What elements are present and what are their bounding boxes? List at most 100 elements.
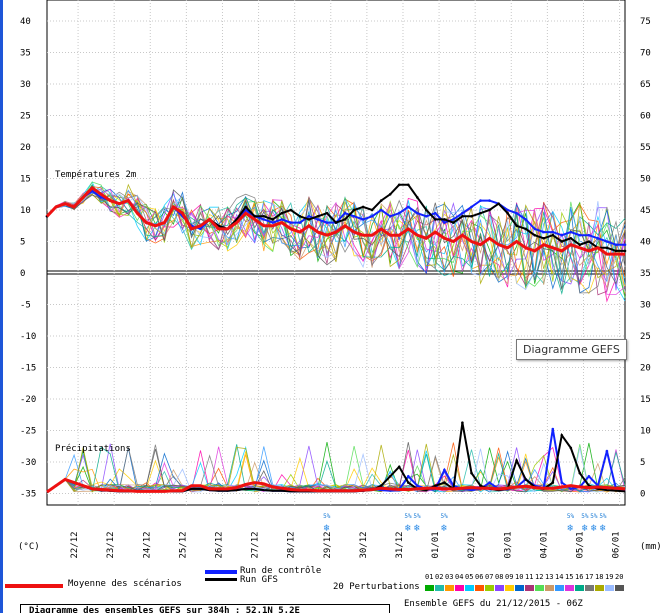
series-temp-point [569,237,573,240]
series-temp-point [352,208,356,212]
legend-pert-swatch [535,585,544,591]
left-tick-label: 0 [20,269,25,279]
snow-percent-label: 5% [599,513,607,520]
series-temp-point [443,218,446,221]
series-temp-point [361,205,365,209]
series-temp-point [298,215,302,218]
left-tick-label: 20 [20,143,31,153]
right-tick-label: 45 [640,206,651,216]
series-temp-point [316,215,320,218]
series-temp-point [569,230,573,234]
series-temp-point [461,215,464,218]
legend-pert-swatch [495,585,504,591]
legend-pert-number: 04 [455,573,464,581]
legend-pert-number: 09 [505,573,514,581]
snow-percent-label: 5% [590,513,598,520]
series-temp-point [461,211,464,215]
snow-percent-label: 5% [413,513,421,520]
right-tick-label: 65 [640,80,651,90]
snowflake-icon: ❄ [591,523,598,534]
perturbation-temp-line [46,189,626,290]
series-temp-point [280,218,284,221]
snow-percent-label: 5% [404,513,412,520]
legend-pert-swatch [615,585,624,591]
series-temp-point [515,224,518,228]
series-temp-point [334,221,338,224]
right-tick-label: 5 [640,458,645,468]
series-temp-point [388,193,392,196]
series-temp-point [379,208,383,212]
legend-pert-number: 13 [545,573,554,581]
series-temp-point [289,221,293,224]
series-temp-point [316,218,320,221]
snow-percent-label: 5% [323,513,331,520]
series-precip-point [397,465,401,469]
x-tick-label: 04/01 [539,531,549,558]
perturbation-temp-line [46,189,626,292]
series-precip-point [443,481,446,484]
left-tick-label: 40 [20,17,31,27]
series-temp-point [587,240,591,243]
series-temp-point [199,227,202,231]
x-tick-label: 05/01 [575,531,585,558]
legend-pert-number: 11 [525,573,534,581]
legend-pert-number: 15 [565,573,574,581]
series-temp-point [497,202,500,205]
right-axis-unit: (mm) [640,542,662,552]
legend-pert-number: 06 [475,573,484,581]
right-tick-label: 15 [640,395,651,405]
right-tick-label: 70 [640,49,651,59]
left-tick-label: 30 [20,80,31,90]
series-temp-point [452,218,455,221]
series-temp-point [587,233,591,237]
series-temp-point [524,227,527,231]
x-tick-label: 01/01 [431,531,441,558]
right-tick-label: 50 [640,175,651,185]
legend-pert-swatch [475,585,484,591]
perturbation-precip-line [46,447,626,494]
legend-control-swatch [205,570,237,574]
series-temp-point [370,208,374,212]
legend-pert-number: 12 [535,573,544,581]
series-precip-point [515,459,518,462]
series-temp-point [578,243,582,246]
snowflake-icon: ❄ [405,523,412,534]
series-temp-point [343,218,347,221]
series-temp-point [253,215,256,218]
snowflake-icon: ❄ [600,523,607,534]
perturbation-temp-line [46,188,626,294]
series-temp-point [325,211,329,215]
series-temp-point [99,196,103,199]
snowflake-icon: ❄ [414,523,421,534]
series-precip-point [605,449,609,453]
legend-control-label: Run de contrôle [240,566,322,576]
chart-tooltip: Diagramme GEFS [516,339,627,360]
series-temp-point [425,208,428,212]
series-temp-point [506,208,509,212]
series-precip-point [578,471,582,475]
left-axis-unit: (°C) [18,542,40,552]
legend-pert-number: 16 [575,573,584,581]
series-temp-point [614,243,618,246]
series-precip-line [46,477,626,494]
series-temp-point [298,221,302,224]
series-temp-point [605,240,609,243]
legend-pert-number: 03 [445,573,454,581]
series-precip-point [560,434,564,437]
series-precip-point [443,468,446,472]
legend-pert-swatch [575,585,584,591]
legend-pert-number: 08 [495,573,504,581]
series-temp-point [551,233,555,237]
legend-pert-number: 02 [435,573,444,581]
series-temp-point [479,199,482,202]
right-tick-label: 25 [640,332,651,342]
x-tick-label: 29/12 [323,531,333,558]
left-tick-label: 10 [20,206,31,216]
series-temp-point [416,211,419,215]
series-precip-point [551,427,555,431]
series-temp-point [542,237,545,240]
series-precip-point [551,481,555,484]
